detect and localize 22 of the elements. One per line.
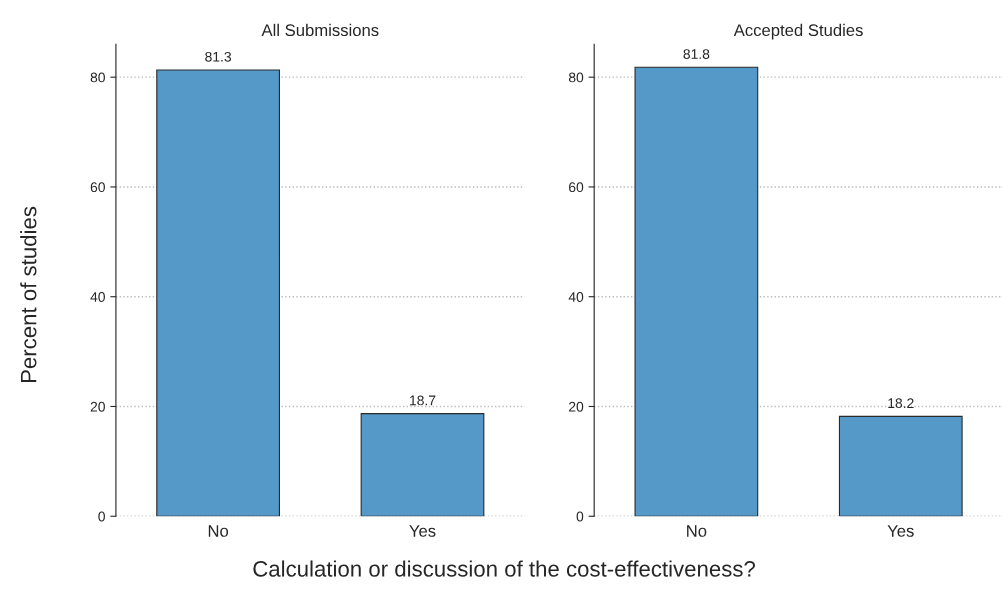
data-label: 18.2 (888, 398, 914, 409)
x-axis-title: Calculation or discussion of the cost-effectiveness? (253, 560, 755, 577)
y-tick-label: 60 (90, 182, 105, 193)
y-tick-label: 0 (98, 511, 105, 522)
y-tick-label: 60 (569, 182, 584, 193)
y-tick-label: 0 (576, 511, 584, 522)
y-tick-label: 40 (90, 292, 105, 302)
data-label: 81.8 (683, 49, 710, 59)
data-label: 81.3 (205, 51, 232, 62)
x-tick-label: No (208, 525, 229, 537)
y-axis-title: Percent of studies (20, 206, 37, 383)
chart-title: Accepted Studies (733, 23, 863, 40)
x-tick-label: No (687, 525, 707, 537)
y-tick-label: 20 (90, 401, 105, 412)
x-tick-label: Yes (409, 525, 436, 537)
chart-title: All Submissions (261, 23, 379, 37)
y-tick-label: 80 (90, 72, 105, 83)
y-tick-label: 20 (569, 401, 584, 412)
y-tick-label: 40 (568, 292, 584, 302)
y-tick-label: 80 (568, 72, 584, 83)
data-label: 18.7 (410, 395, 436, 406)
x-tick-label: Yes (887, 525, 914, 537)
